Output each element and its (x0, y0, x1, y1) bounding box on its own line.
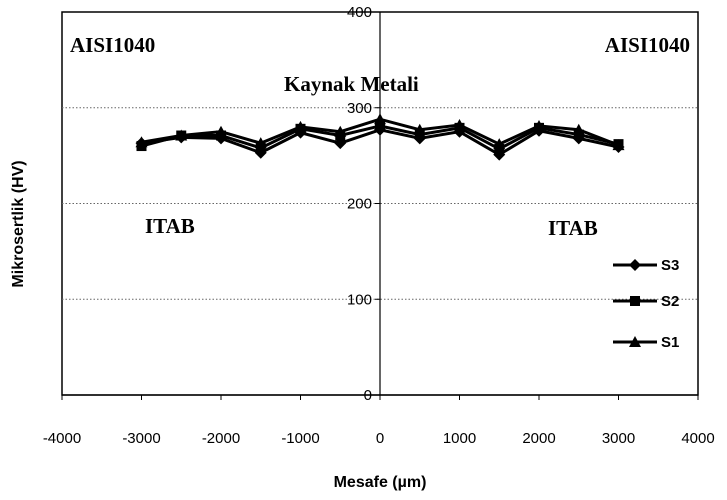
legend-label-s1: S1 (661, 334, 679, 351)
x-tick-label: 4000 (681, 430, 714, 447)
data-point-s1 (334, 125, 347, 137)
x-tick-label: -4000 (43, 430, 81, 447)
x-tick-label: 1000 (443, 430, 476, 447)
legend-marker-s1 (629, 336, 641, 347)
data-point-s1 (493, 138, 506, 150)
x-tick-label: 3000 (602, 430, 635, 447)
data-point-s1 (374, 113, 386, 125)
data-point-s1 (612, 139, 625, 151)
series-group (135, 113, 625, 161)
data-point-s1 (413, 123, 426, 135)
legend-marker-s3 (629, 259, 641, 271)
legend-label-s3: S3 (661, 257, 679, 274)
legend-marker-s2 (630, 296, 640, 306)
y-tick-label: 400 (347, 4, 372, 21)
data-point-s1 (453, 118, 466, 130)
data-point-s2 (375, 120, 385, 131)
axes (61, 11, 699, 400)
data-point-s1 (135, 136, 148, 148)
x-tick-label: -3000 (122, 430, 160, 447)
legend-label-s2: S2 (661, 293, 679, 310)
annotation-weld-metal: Kaynak Metali (284, 72, 419, 96)
gridlines (62, 107, 698, 300)
y-tick-label: 200 (347, 196, 372, 213)
x-tick-label: -1000 (281, 430, 319, 447)
x-axis-title: Mesafe (µm) (334, 474, 427, 491)
y-axis-title: Mikrosertlik (HV) (10, 160, 27, 287)
tick-labels: -4000 -3000 -2000 -1000 0 1000 2000 3000 4000 0 10… (43, 4, 715, 447)
data-point-s1 (254, 137, 267, 149)
data-point-s1 (572, 123, 585, 135)
y-tick-label: 300 (347, 100, 372, 117)
y-tick-label: 0 (364, 387, 372, 404)
data-point-s1 (175, 129, 188, 141)
annotation-left-base: AISI1040 (70, 33, 155, 57)
data-point-s1 (294, 120, 307, 132)
y-tick-label: 100 (347, 291, 372, 308)
data-point-s1 (215, 125, 227, 137)
x-tick-label: 0 (376, 430, 384, 447)
data-point-s1 (533, 119, 545, 131)
legend: S3 S2 S1 (613, 257, 679, 351)
annotation-left-haz: ITAB (145, 214, 195, 238)
x-tick-label: -2000 (202, 430, 240, 447)
annotation-right-base: AISI1040 (605, 33, 690, 57)
annotation-right-haz: ITAB (548, 216, 598, 240)
x-tick-label: 2000 (522, 430, 555, 447)
